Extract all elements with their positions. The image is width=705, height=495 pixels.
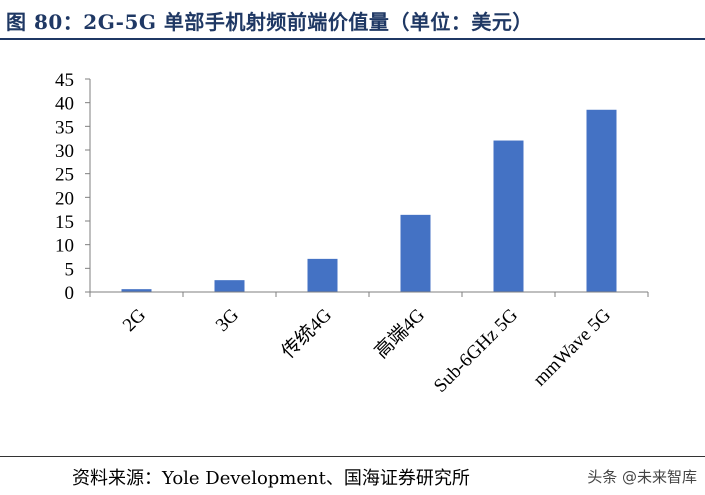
bar-3 — [400, 214, 431, 292]
y-tick-label: 30 — [55, 141, 74, 162]
y-tick-label: 10 — [55, 236, 74, 257]
y-tick-label: 25 — [55, 165, 74, 186]
figure-title: 图 80：2G-5G 单部手机射频前端价值量（单位：美元） — [6, 10, 533, 34]
x-tick-label: 高端4G — [370, 304, 429, 363]
bar-0 — [121, 289, 152, 292]
x-tick-label: Sub-6GHz 5G — [430, 304, 522, 396]
x-tick-label: 3G — [212, 304, 243, 335]
bar-2 — [307, 258, 338, 292]
title-divider — [0, 38, 705, 40]
y-tick-label: 15 — [55, 212, 74, 233]
y-tick-label: 45 — [55, 70, 74, 91]
bar-series — [121, 109, 617, 293]
x-tick-label: 2G — [119, 304, 150, 335]
y-tick-label: 0 — [65, 283, 75, 304]
x-axis: 2G 3G 传统4G 高端4G Sub-6GHz 5G mmWave 5G — [89, 291, 649, 397]
bar-5 — [586, 109, 617, 293]
x-tick-label: mmWave 5G — [529, 304, 615, 390]
y-tick-label: 35 — [55, 117, 74, 138]
source-note: 资料来源：Yole Development、国海证券研究所 — [72, 468, 470, 489]
bar-4 — [493, 140, 524, 292]
y-tick-label: 40 — [55, 94, 74, 115]
x-tick-label: 传统4G — [277, 304, 336, 363]
footer-divider — [0, 456, 705, 457]
y-tick-label: 20 — [55, 188, 74, 209]
watermark: 头条 @未来智库 — [587, 468, 697, 486]
bar-1 — [214, 280, 245, 292]
y-tick-label: 5 — [65, 259, 75, 280]
